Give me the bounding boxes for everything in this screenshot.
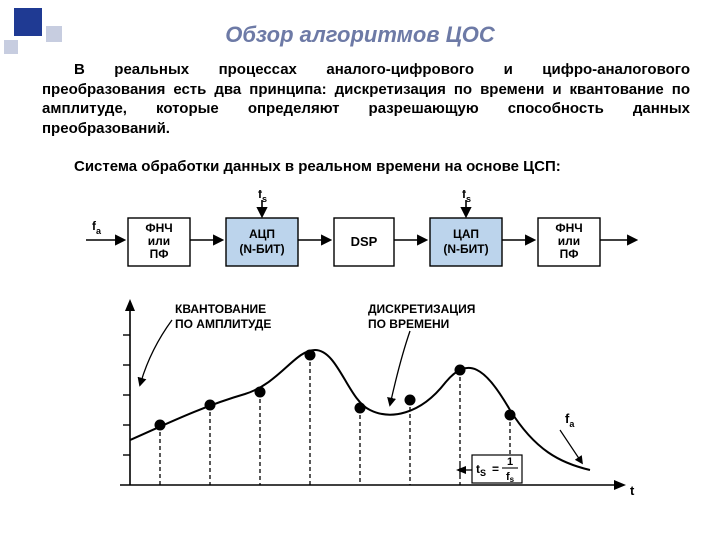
page-title: Обзор алгоритмов ЦОС	[0, 22, 720, 48]
disc-arrow	[390, 331, 410, 405]
fa-label: fa	[565, 411, 575, 429]
svg-text:(N-БИТ): (N-БИТ)	[239, 242, 284, 256]
svg-text:(N-БИТ): (N-БИТ)	[443, 242, 488, 256]
svg-text:или: или	[558, 234, 580, 248]
svg-text:ПФ: ПФ	[150, 247, 169, 261]
sample-dot	[205, 400, 216, 411]
signal-chain: fa ФНЧ или ПФ АЦП (N-БИТ) fs DS	[86, 190, 636, 266]
sample-dot	[255, 387, 266, 398]
fa-arrow	[560, 430, 582, 463]
paragraph-2: Система обработки данных в реальном врем…	[42, 158, 690, 175]
svg-text:ФНЧ: ФНЧ	[555, 221, 582, 235]
svg-text:ПФ: ПФ	[560, 247, 579, 261]
disc-label-2: ПО ВРЕМЕНИ	[368, 317, 449, 331]
ts-num: 1	[507, 456, 513, 468]
svg-text:ЦАП: ЦАП	[453, 227, 479, 241]
sample-dot	[455, 365, 466, 376]
svg-text:DSP: DSP	[351, 234, 378, 249]
disc-label-1: ДИСКРЕТИЗАЦИЯ	[368, 302, 475, 316]
figure: fa ФНЧ или ПФ АЦП (N-БИТ) fs DS	[80, 190, 640, 510]
slide: Обзор алгоритмов ЦОС В реальных процесса…	[0, 0, 720, 540]
sample-dot	[355, 403, 366, 414]
y-axis-arrow	[125, 299, 135, 311]
paragraph-1: В реальных процессах аналого-цифрового и…	[42, 60, 690, 138]
quant-arrow	[140, 320, 172, 385]
diagram-svg: fa ФНЧ или ПФ АЦП (N-БИТ) fs DS	[80, 190, 640, 510]
quant-label-1: КВАНТОВАНИЕ	[175, 302, 266, 316]
t-axis-label: t	[630, 483, 635, 498]
sample-dot	[505, 410, 516, 421]
fa-in-label: fa	[92, 219, 102, 236]
svg-text:ФНЧ: ФНЧ	[145, 221, 172, 235]
sample-dot	[405, 395, 416, 406]
sample-dot	[155, 420, 166, 431]
svg-text:или: или	[148, 234, 170, 248]
svg-text:АЦП: АЦП	[249, 227, 275, 241]
sample-group	[155, 350, 516, 486]
x-axis-arrow	[614, 480, 626, 490]
paragraph-1-text: В реальных процессах аналого-цифрового и…	[42, 60, 690, 138]
sample-dot	[305, 350, 316, 361]
ts-eq: =	[492, 462, 499, 476]
y-ticks	[123, 335, 130, 455]
quant-label-2: ПО АМПЛИТУДЕ	[175, 317, 271, 331]
sampling-chart: t КВАНТОВАНИЕ ПО АМПЛИТУДЕ ДИСКРЕТИЗАЦИЯ…	[120, 299, 635, 498]
